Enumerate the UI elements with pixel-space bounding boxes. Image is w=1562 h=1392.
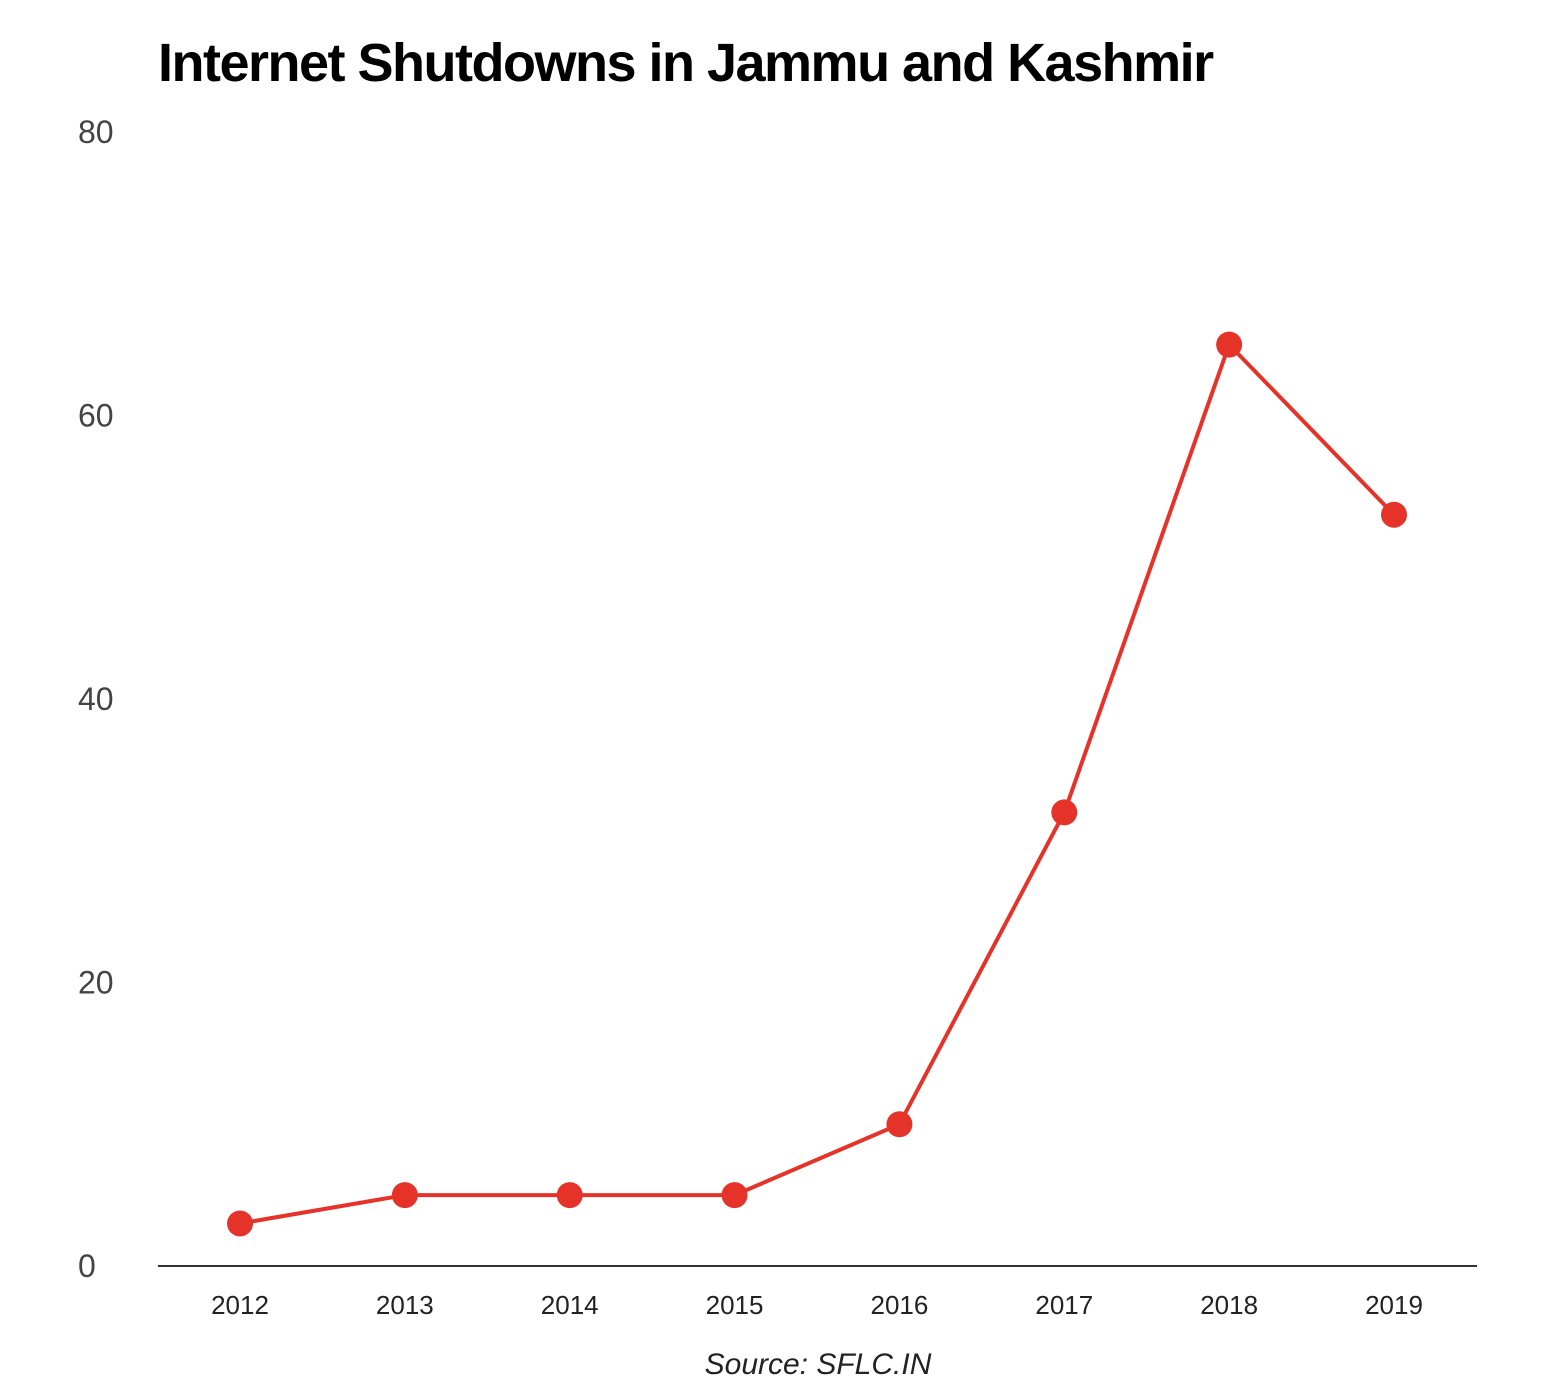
y-tick-label: 40 [78, 681, 114, 717]
data-point[interactable] [391, 1182, 418, 1209]
x-tick-label: 2015 [706, 1290, 764, 1320]
data-point[interactable] [227, 1210, 253, 1237]
source-note: Source: SFLC.IN [704, 1348, 932, 1381]
data-series [227, 331, 1407, 1237]
x-tick-label: 2012 [211, 1290, 269, 1320]
x-tick-label: 2013 [376, 1290, 434, 1320]
data-point[interactable] [1216, 331, 1243, 358]
data-point[interactable] [721, 1182, 748, 1209]
x-tick-label: 2014 [541, 1290, 599, 1320]
x-axis-ticks: 2012 2013 2014 2015 2016 2017 2018 2019 [211, 1290, 1423, 1320]
y-tick-label: 60 [78, 398, 114, 434]
data-point[interactable] [886, 1111, 913, 1138]
x-tick-label: 2018 [1200, 1290, 1258, 1320]
x-tick-label: 2017 [1035, 1290, 1093, 1320]
x-tick-label: 2019 [1365, 1290, 1423, 1320]
data-point[interactable] [1381, 501, 1407, 528]
series-line [239, 342, 1396, 1226]
y-axis-ticks: 0 20 40 60 80 [78, 114, 114, 1284]
y-tick-label: 20 [78, 965, 114, 1001]
y-tick-label: 0 [78, 1248, 96, 1284]
chart-title: Internet Shutdowns in Jammu and Kashmir [158, 33, 1214, 93]
data-point[interactable] [1051, 799, 1078, 826]
y-tick-label: 80 [78, 114, 114, 150]
data-point[interactable] [556, 1182, 583, 1209]
x-tick-label: 2016 [871, 1290, 929, 1320]
